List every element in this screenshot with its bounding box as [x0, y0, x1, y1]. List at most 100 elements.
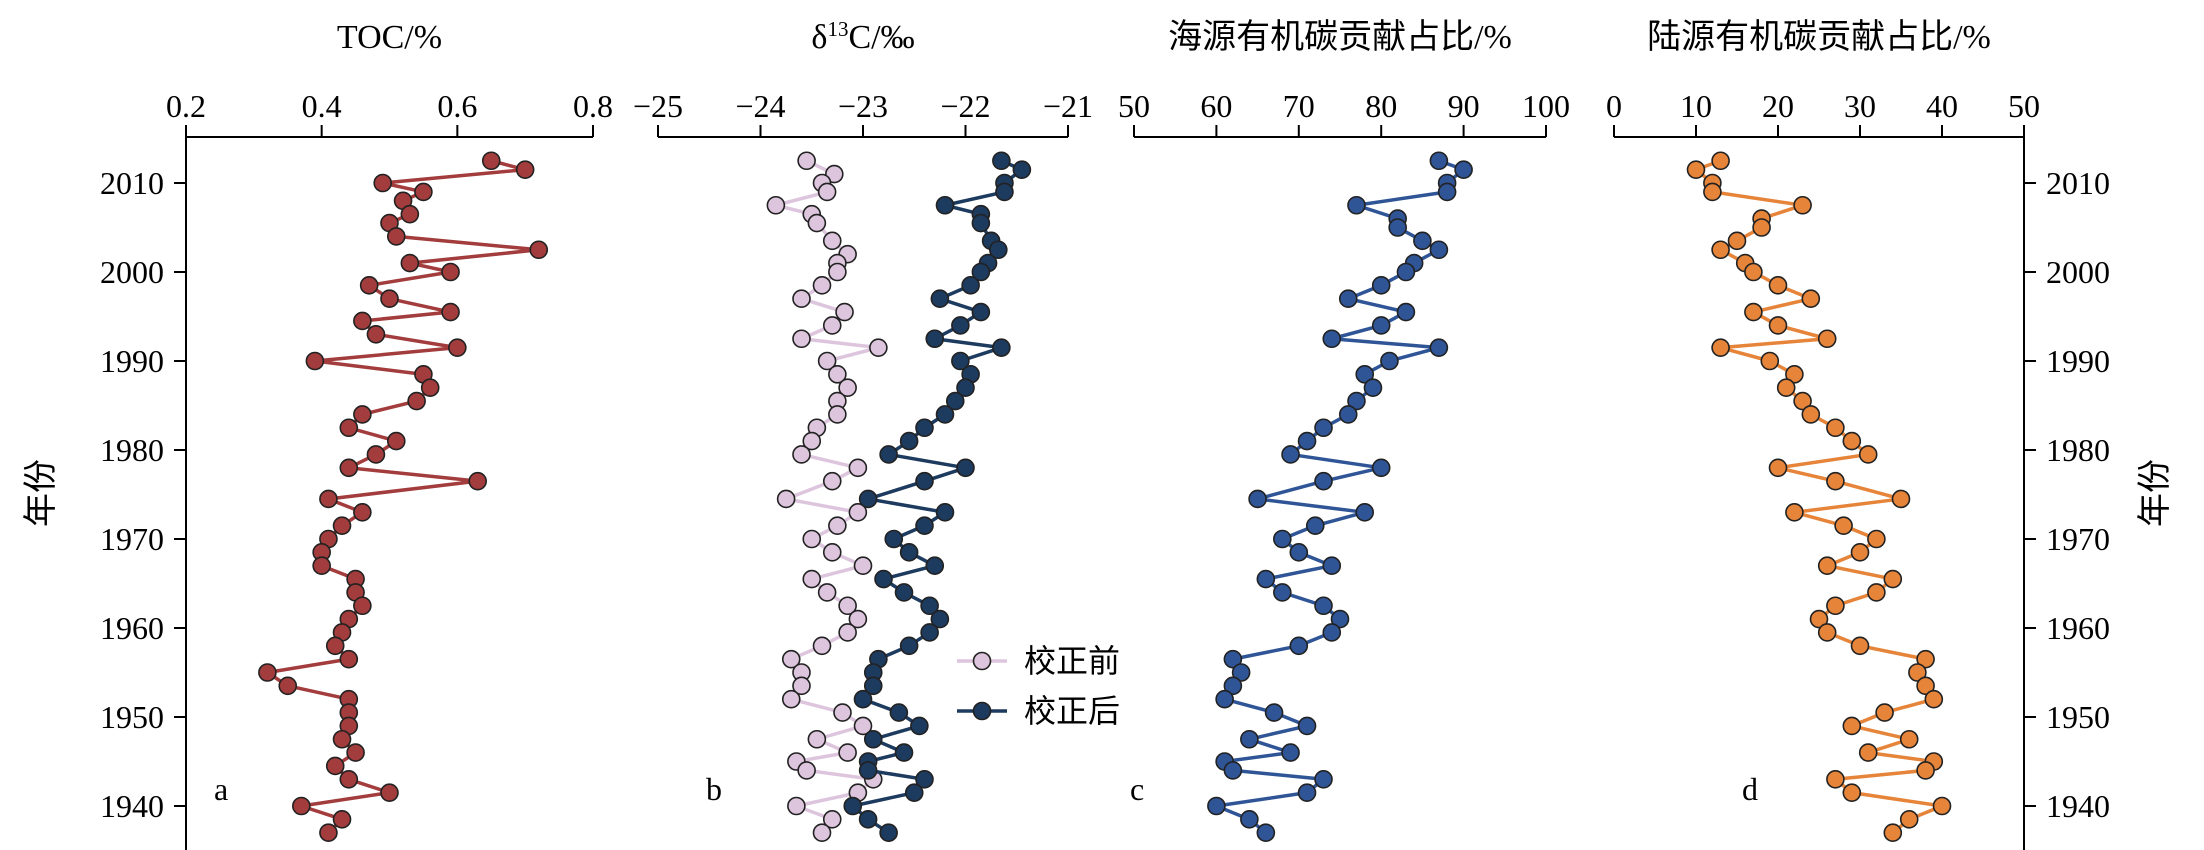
data-point: [353, 311, 372, 331]
data-point: [792, 329, 811, 349]
data-point: [1703, 182, 1722, 202]
panel-letter: b: [706, 771, 722, 807]
data-point: [400, 253, 420, 273]
data-point: [1883, 823, 1903, 843]
data-point: [848, 502, 868, 522]
data-point: [1297, 783, 1317, 802]
data-point: [858, 810, 878, 829]
data-point: [792, 445, 811, 464]
data-point: [1826, 418, 1845, 438]
data-point: [807, 729, 827, 749]
data-point: [838, 623, 857, 642]
data-point: [935, 502, 955, 522]
data-point: [817, 583, 837, 602]
data-point: [930, 289, 950, 309]
data-point: [1355, 365, 1375, 384]
y-tick-label: 1990: [100, 343, 164, 379]
data-point: [766, 195, 786, 215]
data-point: [956, 378, 975, 398]
data-point: [1711, 240, 1730, 260]
data-point: [1711, 338, 1730, 357]
data-point: [1826, 471, 1845, 491]
data-point: [1850, 636, 1870, 656]
data-point: [889, 703, 909, 722]
x-axis-title: 海源有机碳贡献占比/%: [1168, 18, 1512, 56]
data-point: [1834, 516, 1853, 535]
data-point: [1305, 516, 1325, 535]
data-point: [899, 543, 919, 562]
data-point: [822, 231, 842, 251]
data-point: [1785, 502, 1804, 522]
data-point: [869, 338, 888, 357]
data-point: [899, 431, 919, 451]
data-point: [822, 471, 842, 491]
data-point: [1711, 151, 1730, 171]
data-point: [1817, 556, 1837, 576]
data-point: [1012, 160, 1032, 179]
data-point: [1231, 663, 1251, 682]
data-point: [346, 743, 365, 762]
data-point: [812, 636, 832, 656]
data-point: [879, 823, 898, 843]
legend-label: 校正后: [1024, 693, 1120, 729]
data-point: [971, 213, 991, 233]
x-axis-title: δ13C/‰: [811, 17, 914, 56]
data-point: [366, 324, 386, 344]
panel-d: 0 10 20 30 40 50 陆源有机碳贡献占比/% 1940 1950 1960 1970 19…: [1606, 18, 2174, 850]
data-point: [956, 458, 975, 478]
data-point: [812, 823, 832, 843]
legend-marker: [972, 701, 992, 721]
panel-letter: c: [1130, 771, 1144, 807]
data-point: [817, 182, 837, 202]
y-tick-label: 1980: [100, 432, 164, 468]
data-point: [386, 431, 406, 451]
data-point: [1371, 458, 1391, 478]
data-point: [1429, 338, 1449, 357]
panel-a: 0.2 0.4 0.6 0.8 TOC/% 1940 1950 1960 1970 1980 199…: [22, 19, 613, 850]
data-point: [915, 418, 934, 438]
data-point: [1256, 823, 1276, 843]
data-point: [339, 769, 359, 789]
data-point: [1752, 218, 1771, 237]
data-point: [319, 489, 338, 509]
data-point: [1793, 195, 1812, 215]
data-point: [400, 204, 420, 224]
data-point: [325, 756, 345, 776]
data-point: [920, 596, 939, 616]
data-point: [1314, 596, 1333, 616]
data-point: [822, 543, 842, 562]
x-tick-label: −23: [838, 88, 888, 124]
data-point: [1281, 445, 1300, 464]
data-point: [1248, 489, 1267, 509]
data-point: [339, 458, 359, 478]
data-point: [945, 391, 965, 411]
data-point: [1776, 378, 1796, 398]
data-point: [971, 302, 991, 322]
data-point: [1817, 623, 1837, 642]
data-point: [332, 516, 352, 535]
data-point: [988, 240, 1008, 260]
data-point: [1330, 609, 1350, 629]
x-tick-label: −24: [735, 88, 785, 124]
data-point: [792, 676, 811, 696]
y-tick-label: 1980: [2046, 432, 2110, 468]
data-point: [1932, 796, 1952, 816]
data-point: [1429, 240, 1449, 260]
data-point: [1891, 489, 1911, 509]
legend-marker: [972, 651, 992, 671]
data-point: [359, 276, 379, 295]
series-before: [766, 151, 888, 843]
data-point: [339, 649, 359, 669]
data-point: [258, 663, 277, 682]
data-point: [448, 338, 467, 357]
data-point: [787, 796, 806, 816]
data-point: [1314, 769, 1333, 789]
data-point: [1289, 636, 1309, 656]
data-point: [441, 262, 460, 282]
y-tick-label: 1940: [100, 788, 164, 824]
data-point: [1809, 609, 1829, 629]
data-point: [1314, 471, 1333, 491]
x-tick-label: 70: [1283, 88, 1315, 124]
data-point: [1363, 378, 1383, 398]
